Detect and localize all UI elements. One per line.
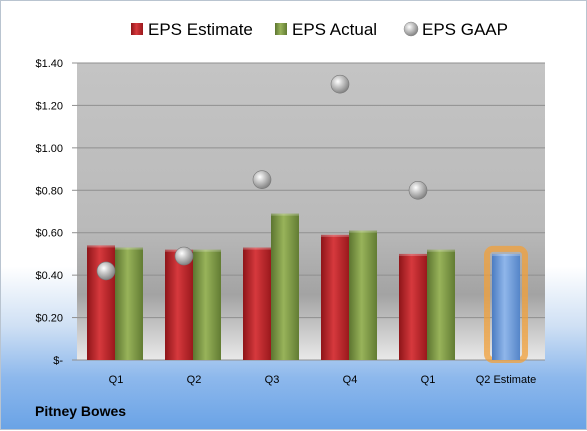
x-tick-label: Q3: [265, 374, 280, 386]
y-tick-label: $0.80: [35, 185, 63, 197]
eps-estimate-bar-sheen: [321, 234, 349, 237]
y-tick-label: $1.00: [35, 143, 63, 155]
x-tick-label: Q1: [109, 374, 124, 386]
eps-gaap-marker: [174, 246, 194, 266]
legend-eps-estimate-swatch: [131, 23, 143, 35]
eps-actual-bar-sheen: [349, 230, 377, 233]
eps-actual-bar: [193, 249, 221, 360]
y-tick-label: $-: [53, 355, 63, 367]
eps-estimate-bar: [165, 249, 193, 360]
x-tick-label: Q4: [343, 374, 358, 386]
eps-actual-bar-sheen: [115, 247, 143, 250]
eps-actual-bar-sheen: [271, 213, 299, 216]
y-tick-label: $0.40: [35, 270, 63, 282]
eps-estimate-bar: [87, 245, 115, 360]
eps-estimate-bar: [243, 247, 271, 360]
q2-estimate-bar: [492, 253, 520, 360]
eps-gaap-marker: [96, 261, 116, 281]
y-tick-label: $0.20: [35, 313, 63, 325]
eps-estimate-bar-sheen: [399, 253, 427, 256]
eps-estimate-bar-sheen: [243, 247, 271, 250]
eps-estimate-bar: [399, 253, 427, 360]
plot-area: [77, 63, 545, 360]
eps-actual-bar: [271, 213, 299, 360]
eps-estimate-bar-sheen: [87, 245, 115, 248]
eps-actual-bar-sheen: [193, 249, 221, 252]
eps-actual-bar: [349, 230, 377, 360]
x-tick-label: Q2: [187, 374, 202, 386]
q2-estimate-bar-sheen: [492, 253, 520, 256]
eps-estimate-bar: [321, 234, 349, 360]
eps-gaap-marker: [330, 74, 350, 94]
y-tick-label: $0.60: [35, 228, 63, 240]
x-tick-label: Q1: [421, 374, 436, 386]
eps-gaap-marker: [252, 170, 272, 189]
legend-eps-actual-swatch: [275, 23, 287, 35]
y-tick-label: $1.40: [35, 58, 63, 70]
company-name: Pitney Bowes: [35, 403, 127, 419]
eps-gaap-marker: [408, 180, 428, 200]
legend-eps-estimate-label: EPS Estimate: [148, 20, 253, 39]
x-tick-label: Q2 Estimate: [476, 374, 537, 386]
eps-actual-bar: [115, 247, 143, 360]
legend-eps-gaap-swatch: [403, 21, 419, 37]
y-tick-label: $1.20: [35, 100, 63, 112]
legend-eps-actual-label: EPS Actual: [292, 20, 377, 39]
eps-actual-bar-sheen: [427, 249, 455, 252]
legend-eps-gaap-label: EPS GAAP: [422, 20, 508, 39]
eps-actual-bar: [427, 249, 455, 360]
